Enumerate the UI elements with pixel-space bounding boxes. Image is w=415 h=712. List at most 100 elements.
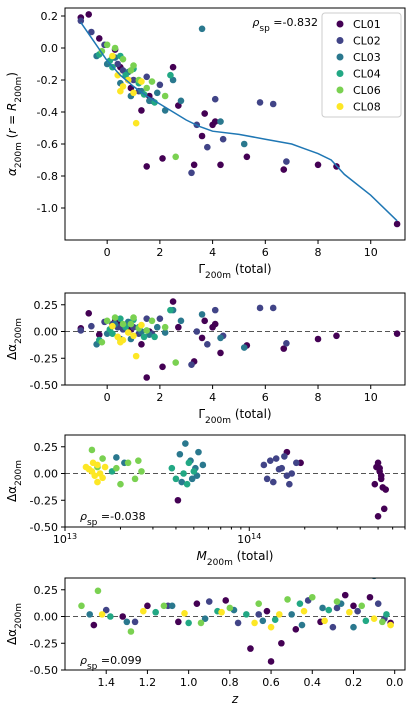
y-axis-label: Δα200m bbox=[5, 603, 24, 645]
spearman-annotation: ρsp =-0.038 bbox=[80, 510, 146, 528]
point-cl06 bbox=[117, 480, 124, 488]
point-cl02 bbox=[269, 304, 277, 312]
point-cl01 bbox=[198, 132, 206, 140]
x-tick-label: 0.6 bbox=[262, 676, 280, 689]
x-axis-label: M200m (total) bbox=[197, 549, 274, 568]
point-cl03 bbox=[177, 317, 185, 325]
y-tick-label: 0.00 bbox=[34, 468, 59, 481]
point-cl08 bbox=[387, 621, 394, 629]
point-cl01 bbox=[85, 11, 93, 18]
y-tick-label: -0.50 bbox=[30, 521, 58, 534]
point-cl01 bbox=[267, 658, 275, 665]
point-cl03 bbox=[217, 118, 224, 125]
point-cl03 bbox=[350, 623, 357, 631]
point-cl01 bbox=[159, 363, 166, 371]
point-cl04 bbox=[183, 480, 191, 488]
point-cl03 bbox=[198, 25, 206, 33]
y-tick-label: -0.50 bbox=[30, 379, 58, 392]
x-tick-label: 0.4 bbox=[304, 676, 322, 689]
point-cl02 bbox=[329, 623, 337, 631]
point-cl01 bbox=[217, 349, 224, 357]
point-cl08 bbox=[138, 78, 145, 85]
x-tick-label: 0.0 bbox=[386, 676, 404, 689]
point-cl02 bbox=[263, 475, 271, 483]
point-cl04 bbox=[325, 606, 333, 614]
point-cl06 bbox=[358, 602, 366, 610]
point-cl01 bbox=[371, 480, 379, 488]
point-cl01 bbox=[263, 607, 271, 615]
legend-marker-cl04 bbox=[336, 70, 344, 77]
point-cl02 bbox=[156, 81, 164, 89]
point-cl02 bbox=[283, 158, 290, 165]
point-cl02 bbox=[266, 457, 274, 464]
point-cl01 bbox=[314, 335, 322, 343]
legend-label-cl02: CL02 bbox=[353, 35, 381, 48]
point-cl01 bbox=[393, 220, 401, 228]
spearman-annotation: ρsp =-0.832 bbox=[252, 16, 318, 34]
legend: CL01 CL02 CL03 CL04 CL06 CL08 bbox=[321, 12, 402, 118]
point-cl01 bbox=[190, 161, 198, 169]
point-cl06 bbox=[119, 55, 127, 63]
point-cl01 bbox=[201, 317, 208, 325]
point-cl08 bbox=[114, 333, 122, 341]
panel-residual-redshift: 1.4 1.2 1.0 0.8 0.6 0.4 0.2 0.0 0.25 0.00 -0.25 -0.… bbox=[5, 577, 406, 706]
point-cl01 bbox=[138, 341, 145, 348]
point-cl06 bbox=[333, 598, 341, 605]
y-tick-label: 0.0 bbox=[41, 42, 59, 55]
point-cl03 bbox=[168, 602, 176, 610]
point-cl01 bbox=[174, 496, 182, 504]
point-cl03 bbox=[188, 475, 196, 483]
point-cl06 bbox=[143, 327, 151, 334]
point-cl06 bbox=[148, 317, 156, 325]
fit-line bbox=[80, 21, 398, 222]
point-cl02 bbox=[286, 480, 293, 488]
y-tick-label: -0.6 bbox=[37, 138, 58, 151]
x-axis-label: z bbox=[231, 692, 239, 706]
point-cl08 bbox=[109, 52, 116, 60]
axes-frame bbox=[64, 292, 406, 386]
point-cl04 bbox=[151, 99, 158, 106]
legend-label-cl04: CL04 bbox=[353, 68, 381, 81]
point-cl06 bbox=[103, 317, 111, 325]
axes-frame bbox=[64, 577, 406, 671]
points bbox=[77, 11, 401, 228]
point-cl08 bbox=[321, 617, 328, 625]
points bbox=[77, 298, 401, 381]
point-cl06 bbox=[130, 314, 137, 321]
point-cl01 bbox=[380, 505, 388, 513]
point-cl03 bbox=[153, 89, 161, 97]
x-tick-label: 4 bbox=[209, 391, 216, 404]
point-cl02 bbox=[119, 67, 127, 74]
point-cl08 bbox=[132, 352, 140, 360]
panel-residual-gamma: 0 2 4 6 8 10 0.25 0.00 -0.25 -0.50 Γ200m (total) Δα… bbox=[5, 292, 406, 426]
point-cl06 bbox=[138, 468, 145, 475]
point-cl08 bbox=[124, 76, 132, 84]
point-cl02 bbox=[211, 306, 219, 314]
x-tick-label: 10 bbox=[364, 391, 378, 404]
x-tick-label: 8 bbox=[315, 246, 322, 259]
point-cl03 bbox=[178, 478, 186, 486]
x-tick-label: 1.4 bbox=[97, 676, 115, 689]
y-axis-label: Δα200m bbox=[5, 460, 24, 502]
point-cl02 bbox=[204, 341, 211, 348]
point-cl02 bbox=[269, 100, 277, 108]
point-cl03 bbox=[199, 461, 207, 469]
point-cl08 bbox=[130, 89, 137, 97]
point-cl01 bbox=[85, 310, 93, 317]
point-cl02 bbox=[193, 328, 201, 335]
point-cl08 bbox=[276, 611, 283, 618]
y-tick-label: 0.25 bbox=[34, 441, 59, 454]
point-cl04 bbox=[167, 71, 174, 79]
point-cl01 bbox=[377, 472, 385, 479]
axes-frame bbox=[64, 434, 406, 528]
point-cl02 bbox=[143, 315, 151, 322]
point-cl02 bbox=[374, 600, 382, 607]
point-cl06 bbox=[379, 618, 386, 626]
point-cl06 bbox=[135, 457, 142, 464]
point-cl01 bbox=[393, 330, 401, 337]
y-tick-label: -0.25 bbox=[30, 494, 58, 507]
point-cl06 bbox=[113, 464, 120, 472]
y-axis-label: Δα200m bbox=[5, 318, 24, 360]
point-cl01 bbox=[138, 107, 145, 114]
point-cl03 bbox=[113, 454, 120, 461]
